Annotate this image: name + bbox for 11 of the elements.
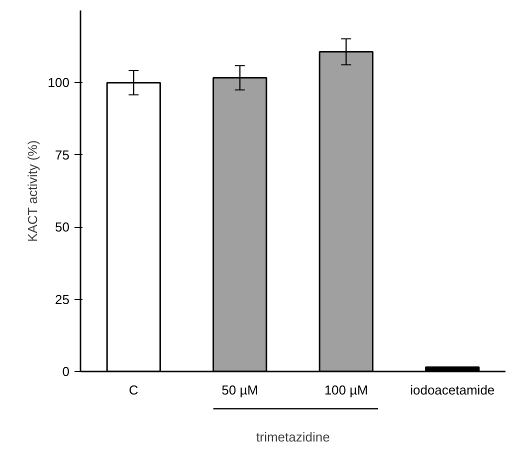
y-tick-label: 50 [55,220,70,235]
x-tick-label: 50 µM [222,382,258,398]
x-tick-label: iodoacetamide [410,382,495,398]
y-tick-label: 75 [55,147,70,162]
x-tick-label: C [128,382,138,398]
y-tick-label: 100 [48,75,70,90]
y-tick-label: 0 [62,364,70,379]
text: trimetazidine [256,430,330,444]
y-tick-label: 25 [55,292,70,307]
x-tick-label: 100 µM [324,382,368,398]
y-axis-title: KACT activity (%) [24,140,40,242]
